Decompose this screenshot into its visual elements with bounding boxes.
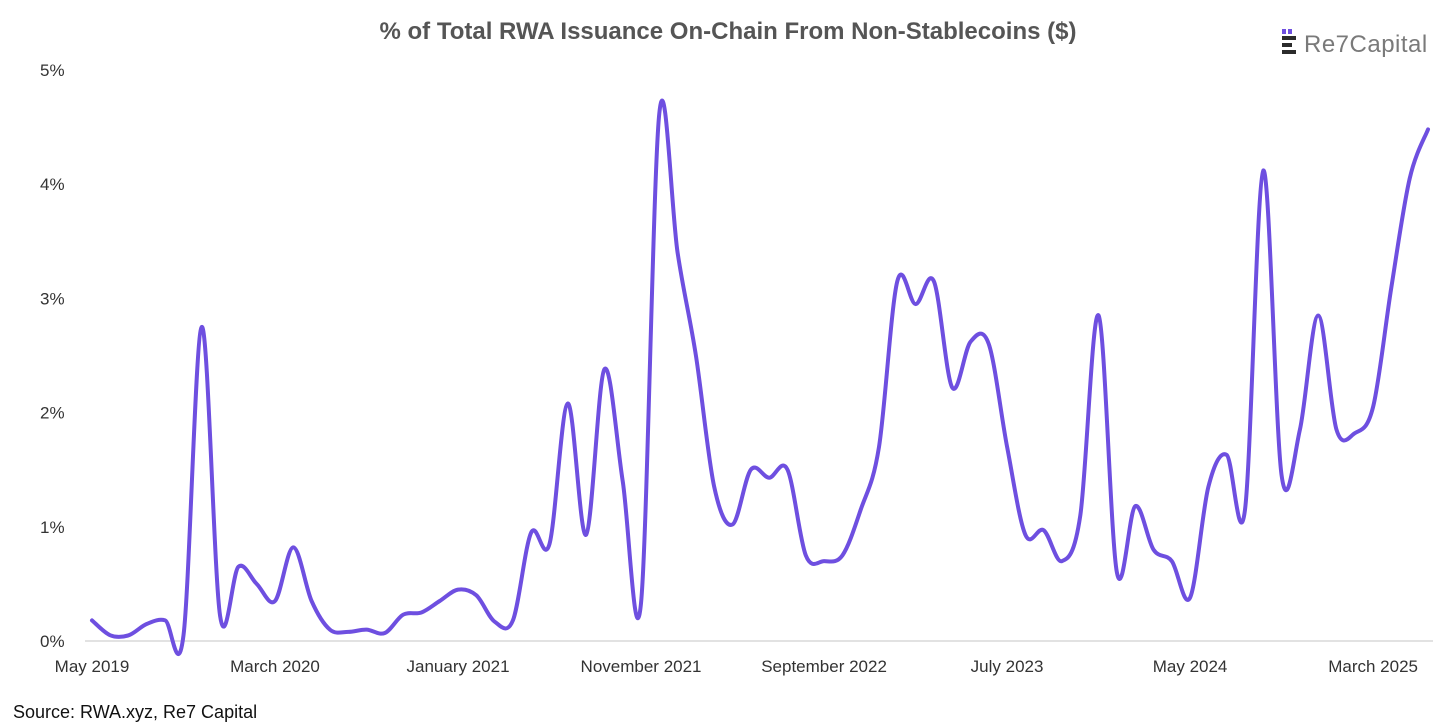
source-text: Source: RWA.xyz, Re7 Capital	[13, 702, 257, 722]
x-tick-label: March 2025	[1328, 657, 1418, 676]
y-tick-label: 5%	[40, 61, 65, 80]
x-tick-label: May 2019	[55, 657, 130, 676]
stacked-bars-logo-icon	[1282, 29, 1296, 54]
x-tick-label: January 2021	[407, 657, 510, 676]
y-tick-label: 2%	[40, 404, 65, 423]
y-axis: 0% 1% 2% 3% 4% 5%	[40, 61, 65, 651]
x-tick-label: March 2020	[230, 657, 320, 676]
brand-name: Re7Capital	[1304, 31, 1428, 58]
y-tick-label: 4%	[40, 175, 65, 194]
y-tick-label: 1%	[40, 518, 65, 537]
chart-title: % of Total RWA Issuance On-Chain From No…	[380, 18, 1077, 45]
y-tick-label: 0%	[40, 632, 65, 651]
x-axis: May 2019 March 2020 January 2021 November 2…	[55, 657, 1418, 676]
x-tick-label: September 2022	[761, 657, 887, 676]
series-line	[90, 98, 1430, 657]
x-tick-label: November 2021	[581, 657, 702, 676]
y-tick-label: 3%	[40, 289, 65, 308]
brand-logo: Re7Capital	[1282, 29, 1428, 58]
x-tick-label: July 2023	[971, 657, 1044, 676]
x-tick-label: May 2024	[1153, 657, 1228, 676]
